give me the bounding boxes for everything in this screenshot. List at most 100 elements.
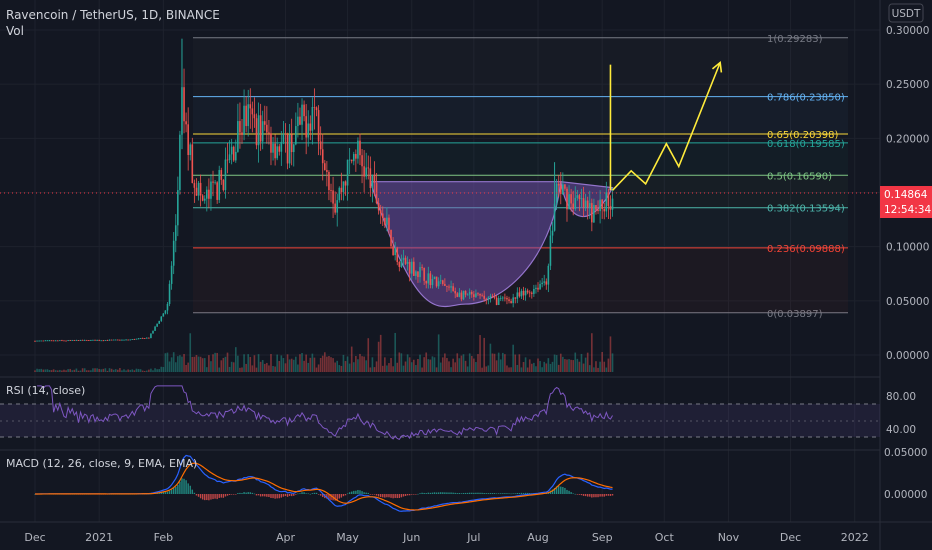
volume-bar (170, 357, 173, 372)
macd-hist-bar (351, 491, 353, 494)
macd-hist-bar (338, 494, 340, 499)
macd-hist-bar (357, 489, 359, 494)
time-axis[interactable]: Dec 2021 Feb Apr May Jun Jul Aug Sep Oct Nov Dec 202… (24, 531, 868, 544)
macd-hist-bar (427, 492, 429, 494)
candle-body (601, 199, 603, 210)
volume-bar (539, 361, 541, 372)
volume-bar (162, 366, 165, 372)
fib-label: 1(0.29283) (767, 34, 823, 45)
volume-bar (359, 353, 361, 372)
macd-hist-bar (228, 494, 231, 495)
candle-body (373, 174, 376, 183)
candle-body (456, 293, 459, 297)
fib-label: 0.382(0.13594) (767, 204, 845, 215)
volume-bar (321, 355, 324, 372)
price-axis[interactable]: USDT 0.300000.250000.200000.150000.10000… (880, 3, 932, 501)
macd-hist-bar (589, 494, 591, 497)
macd-hist-bar (204, 494, 206, 501)
macd-hist-bar (423, 492, 425, 494)
macd-hist-bar (493, 493, 496, 494)
candle-body (98, 340, 100, 341)
volume-bar (477, 354, 479, 372)
candle-body (257, 115, 260, 146)
candle-body (408, 261, 411, 274)
volume-bar (489, 343, 492, 372)
volume-bar (421, 367, 423, 372)
volume-bar (38, 369, 40, 372)
macd-hist-bar (415, 494, 417, 495)
volume-bar (334, 362, 336, 372)
volume-bar (127, 369, 129, 372)
candle-body (570, 194, 572, 204)
volume-bar (355, 355, 357, 372)
volume-bar (168, 361, 171, 372)
volume-bar (218, 367, 221, 372)
volume-bar (139, 369, 142, 372)
candle-body (578, 195, 581, 200)
macd-hist-bar (195, 494, 198, 496)
candle-body (603, 209, 606, 212)
currency-box[interactable] (888, 3, 924, 23)
candle-body (406, 261, 409, 264)
candle-body (431, 278, 434, 286)
volume-bar (603, 361, 606, 372)
volume-bar (174, 362, 177, 372)
volume-bar (483, 337, 485, 372)
volume-bar (394, 332, 396, 372)
macd-hist-bar (605, 494, 608, 496)
volume-bar (263, 363, 266, 372)
macd-hist-bar (454, 492, 456, 494)
volume-bar (605, 367, 608, 372)
candle-body (487, 297, 490, 300)
candle-body (158, 320, 160, 324)
macd-hist-bar (353, 490, 355, 494)
volume-bar (433, 357, 436, 372)
fib-band (193, 142, 848, 176)
volume-bar (549, 363, 552, 372)
volume-bar (379, 334, 382, 372)
time-label: Nov (718, 531, 740, 544)
volume-bar (164, 353, 167, 372)
macd-hist-bar (220, 494, 222, 498)
candle-body (531, 292, 533, 294)
candle-body (415, 271, 417, 276)
macd-hist-bar (406, 494, 409, 496)
candle-body (315, 107, 318, 111)
candle-body (162, 313, 165, 317)
candle-body (510, 301, 512, 304)
volume-bar (85, 370, 88, 372)
volume-bar (452, 358, 454, 372)
volume-bar (203, 358, 206, 372)
volume-bar (145, 370, 148, 372)
macd-hist-bar (375, 494, 378, 496)
macd-hist-bar (508, 493, 510, 494)
macd-hist-bar (218, 494, 220, 498)
volume-bar (98, 368, 100, 372)
volume-bar (485, 366, 488, 372)
macd-hist-bar (485, 493, 487, 494)
macd-hist-bar (278, 494, 280, 499)
candle-body (148, 337, 150, 339)
macd-hist-bar (580, 494, 583, 496)
volume-bar (257, 354, 260, 372)
macd-hist-bar (601, 494, 603, 497)
candle-body (388, 217, 390, 230)
volume-bar (305, 354, 307, 372)
volume-bar (129, 369, 132, 372)
volume-bar (94, 368, 96, 372)
macd-hist-bar (264, 494, 266, 497)
candle-body (446, 285, 448, 287)
macd-hist-bar (553, 487, 556, 494)
candle-body (156, 323, 158, 327)
candle-body (299, 116, 301, 125)
projection-path[interactable] (609, 60, 723, 191)
candle-body (539, 284, 541, 290)
candle-body (261, 121, 264, 142)
macd-hist-bar (429, 492, 432, 494)
macd-hist-bar (274, 494, 276, 499)
volume-bar (185, 364, 187, 372)
candle-body (81, 339, 84, 341)
macd-hist-bar (526, 492, 529, 494)
candle-body (259, 115, 262, 142)
